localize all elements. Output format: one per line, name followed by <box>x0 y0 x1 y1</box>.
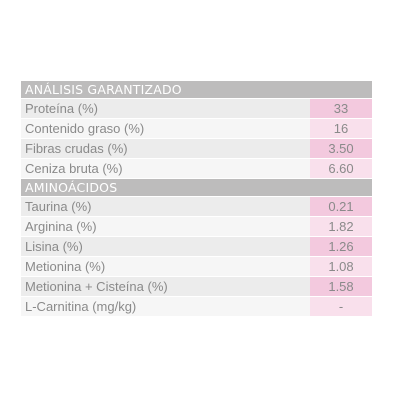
amino-header: AMINOÁCIDOS <box>21 179 372 197</box>
table-row: Lisina (%) 1.26 <box>21 237 372 257</box>
table-row: Contenido graso (%) 16 <box>21 119 372 139</box>
row-label: Taurina (%) <box>21 197 310 216</box>
row-value: 1.26 <box>310 237 372 256</box>
row-value: - <box>310 297 372 316</box>
table-row: Ceniza bruta (%) 6.60 <box>21 159 372 179</box>
row-value: 0.21 <box>310 197 372 216</box>
row-label: Contenido graso (%) <box>21 119 310 138</box>
row-value: 1.08 <box>310 257 372 276</box>
row-label: Metionina + Cisteína (%) <box>21 277 310 296</box>
row-label: Lisina (%) <box>21 237 310 256</box>
row-label: Fibras crudas (%) <box>21 139 310 158</box>
analysis-header: ANÁLISIS GARANTIZADO <box>21 81 372 99</box>
row-value: 1.58 <box>310 277 372 296</box>
row-value: 6.60 <box>310 159 372 178</box>
table-row: L-Carnitina (mg/kg) - <box>21 297 372 317</box>
table-row: Metionina (%) 1.08 <box>21 257 372 277</box>
nutrition-table: ANÁLISIS GARANTIZADO Proteína (%) 33 Con… <box>21 81 372 317</box>
table-row: Metionina + Cisteína (%) 1.58 <box>21 277 372 297</box>
row-label: Metionina (%) <box>21 257 310 276</box>
table-row: Arginina (%) 1.82 <box>21 217 372 237</box>
row-label: L-Carnitina (mg/kg) <box>21 297 310 316</box>
row-value: 1.82 <box>310 217 372 236</box>
row-label: Ceniza bruta (%) <box>21 159 310 178</box>
table-row: Taurina (%) 0.21 <box>21 197 372 217</box>
row-value: 33 <box>310 99 372 118</box>
row-value: 3.50 <box>310 139 372 158</box>
table-row: Proteína (%) 33 <box>21 99 372 119</box>
row-value: 16 <box>310 119 372 138</box>
table-row: Fibras crudas (%) 3.50 <box>21 139 372 159</box>
row-label: Arginina (%) <box>21 217 310 236</box>
row-label: Proteína (%) <box>21 99 310 118</box>
